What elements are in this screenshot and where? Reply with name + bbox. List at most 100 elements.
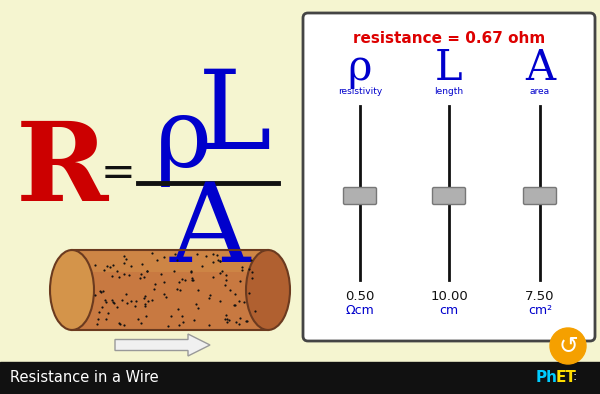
Point xyxy=(133,316,143,323)
Point xyxy=(119,322,129,328)
Circle shape xyxy=(550,328,586,364)
Point xyxy=(221,312,230,318)
Point xyxy=(187,269,196,275)
Text: Resistance in a Wire: Resistance in a Wire xyxy=(10,370,158,385)
Point xyxy=(220,282,230,288)
Text: area: area xyxy=(530,87,550,95)
Point xyxy=(140,292,150,299)
Point xyxy=(208,274,218,280)
Point xyxy=(188,277,198,283)
Point xyxy=(142,268,152,274)
Point xyxy=(130,303,139,310)
Point xyxy=(140,301,149,307)
Point xyxy=(92,321,102,327)
Text: cm: cm xyxy=(439,303,458,316)
Point xyxy=(181,277,190,283)
Point xyxy=(172,257,182,263)
Point xyxy=(164,323,173,329)
Point xyxy=(95,288,104,294)
Point xyxy=(102,263,112,269)
Point xyxy=(101,316,111,322)
Point xyxy=(159,291,169,297)
Point xyxy=(235,321,244,327)
Point xyxy=(148,250,157,256)
Point xyxy=(141,313,151,319)
Point xyxy=(197,263,207,269)
Point xyxy=(97,289,106,296)
Point xyxy=(215,257,224,264)
Point xyxy=(119,271,128,277)
Point xyxy=(175,287,184,294)
Point xyxy=(122,256,131,262)
Point xyxy=(100,266,109,273)
Ellipse shape xyxy=(246,250,290,330)
Point xyxy=(229,301,239,308)
Point xyxy=(230,290,239,297)
Point xyxy=(137,260,146,267)
Point xyxy=(187,275,196,281)
Point xyxy=(208,251,218,257)
Point xyxy=(115,274,124,280)
Point xyxy=(135,275,145,281)
Point xyxy=(177,313,187,319)
Point xyxy=(189,317,199,323)
Point xyxy=(213,257,223,263)
Text: resistivity: resistivity xyxy=(338,87,382,95)
Point xyxy=(142,268,152,274)
Text: :: : xyxy=(573,370,577,383)
Point xyxy=(244,290,253,296)
Point xyxy=(127,262,136,269)
Text: ρ: ρ xyxy=(154,93,212,187)
Point xyxy=(205,292,215,298)
Point xyxy=(150,281,160,287)
Point xyxy=(193,287,203,294)
Point xyxy=(140,303,149,309)
Point xyxy=(105,264,115,270)
Point xyxy=(98,288,108,295)
FancyBboxPatch shape xyxy=(523,188,557,204)
Point xyxy=(156,271,166,277)
Point xyxy=(109,299,118,305)
Text: L: L xyxy=(435,47,463,89)
Point xyxy=(217,268,227,274)
Point xyxy=(121,291,131,297)
Point xyxy=(152,257,162,263)
Point xyxy=(201,253,211,259)
Point xyxy=(178,319,188,325)
FancyBboxPatch shape xyxy=(343,188,377,204)
Point xyxy=(244,266,254,273)
Text: ET: ET xyxy=(556,370,577,385)
Point xyxy=(101,299,111,305)
Point xyxy=(90,262,100,268)
Point xyxy=(222,316,232,323)
Point xyxy=(94,309,104,315)
Text: cm²: cm² xyxy=(528,303,552,316)
Point xyxy=(209,259,218,265)
Point xyxy=(193,251,202,257)
Point xyxy=(205,295,214,301)
Point xyxy=(215,258,225,264)
Point xyxy=(170,251,179,257)
Point xyxy=(205,322,214,328)
Point xyxy=(241,318,250,324)
Point xyxy=(119,260,129,266)
Point xyxy=(178,276,187,282)
Text: A: A xyxy=(170,178,250,286)
Point xyxy=(107,297,116,303)
Point xyxy=(149,286,158,292)
Point xyxy=(91,292,100,298)
FancyBboxPatch shape xyxy=(433,188,466,204)
Point xyxy=(139,273,148,280)
Point xyxy=(112,268,122,274)
Point xyxy=(104,310,113,317)
Text: 7.50: 7.50 xyxy=(525,290,555,303)
Text: Ph: Ph xyxy=(536,370,558,385)
Bar xyxy=(0,362,600,394)
Point xyxy=(231,318,241,325)
Point xyxy=(247,268,257,275)
Point xyxy=(139,295,148,301)
Point xyxy=(107,273,117,280)
Point xyxy=(225,287,235,293)
Point xyxy=(112,303,122,310)
Point xyxy=(191,301,200,307)
